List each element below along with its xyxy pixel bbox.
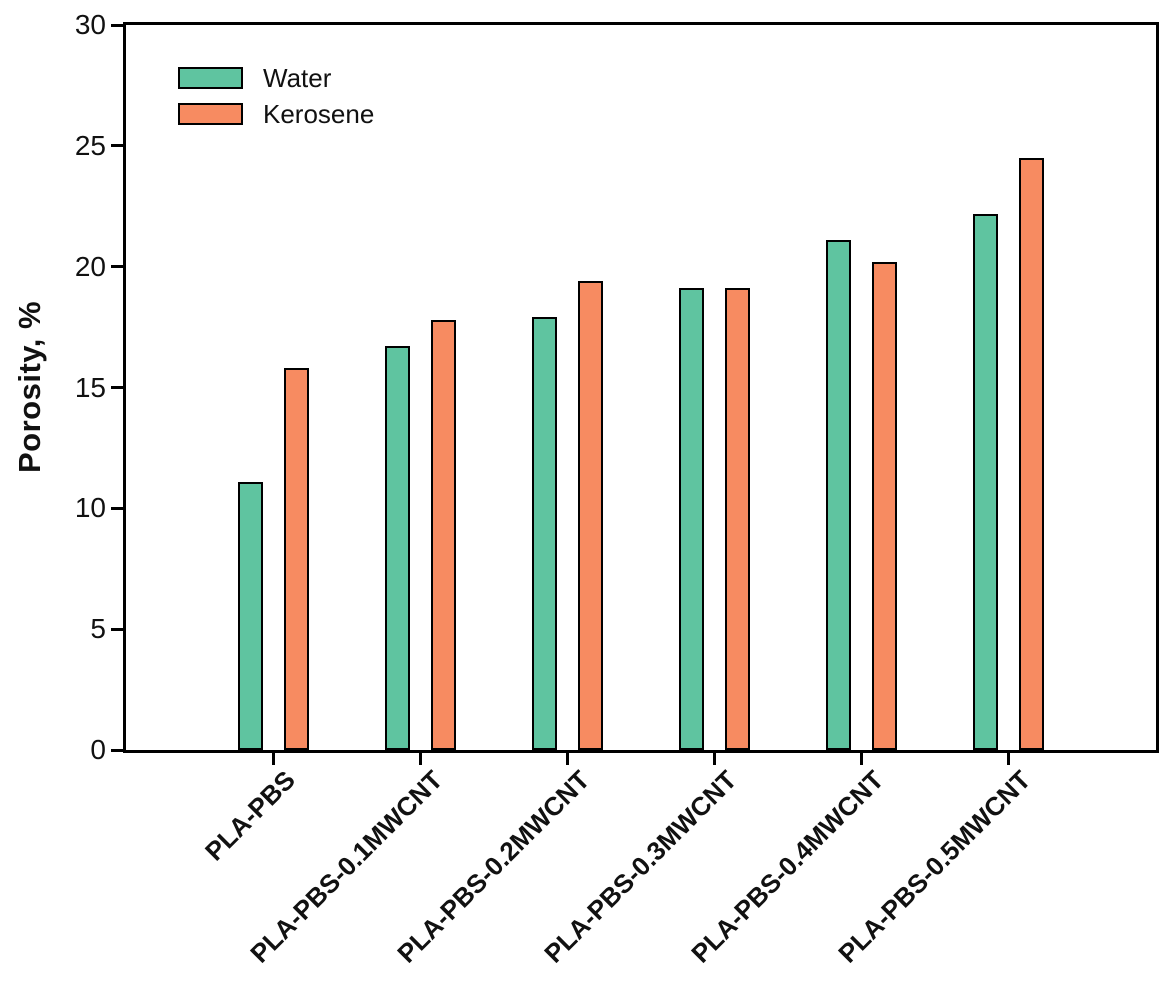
- bar-kerosene-0: [283, 368, 309, 750]
- legend-item-water: Water: [178, 65, 374, 91]
- x-tick-mark: [860, 753, 864, 765]
- bar-kerosene-3: [725, 288, 751, 750]
- legend: Water Kerosene: [178, 65, 374, 127]
- legend-label-water: Water: [263, 63, 332, 93]
- x-tick-mark: [271, 753, 275, 765]
- y-tick-label: 10: [74, 492, 106, 524]
- x-tick-mark: [418, 753, 422, 765]
- y-tick-mark: [111, 627, 123, 631]
- bar-water-4: [826, 240, 852, 750]
- y-tick-label: 0: [90, 734, 106, 765]
- y-tick-mark: [111, 386, 123, 389]
- legend-label-kerosene: Kerosene: [263, 99, 375, 129]
- legend-item-kerosene: Kerosene: [178, 101, 374, 127]
- y-tick-label: 15: [74, 371, 106, 403]
- x-tick-mark: [713, 753, 717, 765]
- plot-area: [123, 22, 1159, 753]
- water-swatch: [178, 67, 243, 89]
- bar-kerosene-2: [577, 281, 603, 750]
- y-tick-label: 25: [74, 129, 106, 161]
- bar-kerosene-4: [872, 261, 898, 750]
- bar-water-3: [679, 288, 705, 750]
- y-tick-mark: [111, 144, 123, 148]
- x-tick-mark: [1007, 753, 1011, 765]
- y-tick-mark: [111, 23, 123, 27]
- bar-water-5: [973, 213, 999, 750]
- bar-water-2: [531, 317, 557, 750]
- y-tick-label: 30: [74, 9, 106, 40]
- bar-kerosene-5: [1019, 157, 1045, 750]
- bar-kerosene-1: [430, 319, 456, 750]
- y-tick-mark: [111, 748, 123, 752]
- kerosene-swatch: [178, 103, 243, 125]
- x-category-label: PLA-PBS: [199, 764, 301, 867]
- x-tick-mark: [565, 753, 569, 765]
- bar-water-0: [237, 481, 263, 750]
- y-tick-label: 5: [90, 613, 106, 645]
- bar-water-1: [384, 346, 410, 750]
- y-tick-mark: [111, 506, 123, 510]
- y-tick-mark: [111, 265, 123, 269]
- y-tick-label: 20: [74, 250, 106, 282]
